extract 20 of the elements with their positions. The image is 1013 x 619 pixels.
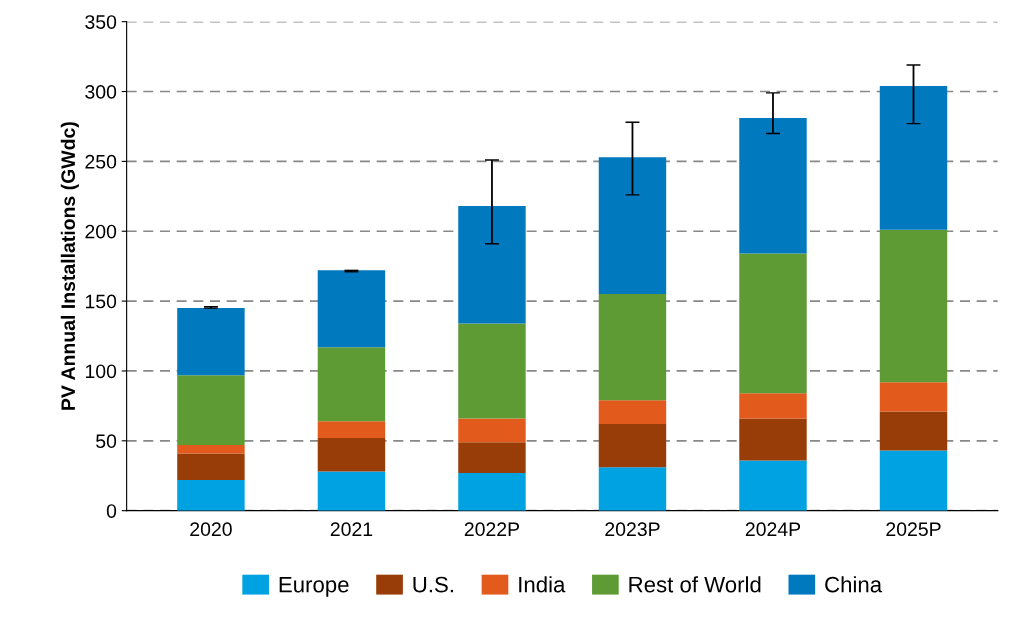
y-tick-label: 100: [85, 364, 117, 379]
x-tick-label: 2021: [330, 522, 373, 537]
y-axis-title: PV Annual Installations (GWdc): [60, 122, 79, 410]
x-tick-label: 2025P: [886, 522, 941, 537]
y-tick-label: 50: [96, 434, 117, 449]
y-tick-label: 300: [85, 84, 117, 99]
x-tick-label: 2022P: [464, 522, 520, 537]
y-tick-label: 200: [85, 224, 117, 239]
legend-label: U.S.: [413, 576, 453, 593]
x-tick-label: 2020: [190, 522, 232, 537]
y-tick-label: 350: [85, 15, 117, 29]
x-tick-label: 2024P: [745, 522, 801, 537]
legend-label: Europe: [279, 576, 349, 597]
y-tick-label: 250: [85, 154, 117, 169]
legend-label: China: [825, 576, 883, 593]
legend-label: India: [519, 576, 566, 593]
y-tick-label: 150: [85, 294, 117, 309]
legend-label: Rest of World: [629, 576, 761, 593]
x-tick-label: 2023P: [605, 522, 660, 537]
y-tick-label: 0: [106, 504, 117, 518]
